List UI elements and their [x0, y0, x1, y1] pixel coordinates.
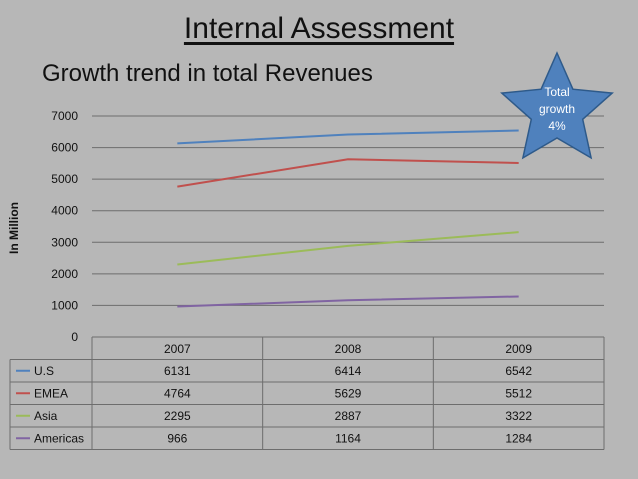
callout-text-line: 4% [548, 119, 566, 133]
data-value-cell: 1164 [335, 431, 361, 445]
star-shape [500, 51, 614, 160]
legend-series-name: Americas [34, 431, 84, 445]
data-value-cell: 6414 [335, 364, 362, 378]
series-line-asia [177, 231, 519, 266]
gridlines [92, 115, 604, 338]
y-tick-label: 1000 [51, 298, 78, 312]
slide-title: Internal Assessment [183, 12, 455, 45]
y-axis-label: In Million [7, 202, 21, 254]
data-value-cell: 5629 [335, 386, 362, 400]
data-value-cell: 2295 [164, 409, 191, 423]
data-value-cell: 4764 [164, 386, 191, 400]
series-lines [177, 129, 519, 308]
data-value-cell: 5512 [505, 386, 532, 400]
x-category-label: 2008 [335, 342, 362, 356]
total-growth-callout: Total growth 4% [500, 51, 614, 160]
data-value-cell: 6131 [164, 364, 191, 378]
y-tick-label: 3000 [51, 235, 78, 249]
x-category-label: 2007 [164, 342, 191, 356]
y-axis-ticks: 0 1000 2000 3000 4000 5000 6000 7000 [51, 109, 78, 344]
data-value-cell: 2887 [335, 409, 362, 423]
series-line-americas [177, 295, 519, 308]
legend-series-name: U.S [34, 364, 54, 378]
legend-series-name: Asia [34, 409, 58, 423]
y-tick-label: 6000 [51, 141, 78, 155]
y-tick-label: 0 [71, 330, 78, 344]
callout-text-line: growth [539, 102, 575, 116]
y-tick-label: 5000 [51, 172, 78, 186]
series-line-emea [177, 158, 519, 188]
callout-text-line: Total [544, 85, 569, 99]
series-line-u-s [177, 129, 519, 145]
y-tick-label: 2000 [51, 267, 78, 281]
data-table: 2007 2008 2009 U.S 6131 6414 6542 EMEA 4764 5629 5… [9, 337, 605, 450]
data-value-cell: 3322 [505, 409, 532, 423]
data-value-cell: 1284 [505, 431, 532, 445]
chart-subtitle: Growth trend in total Revenues [42, 60, 373, 87]
x-category-label: 2009 [505, 342, 532, 356]
data-value-cell: 966 [167, 431, 187, 445]
y-tick-label: 4000 [51, 204, 78, 218]
y-tick-label: 7000 [51, 109, 78, 123]
data-value-cell: 6542 [505, 364, 532, 378]
legend-series-name: EMEA [34, 386, 68, 400]
